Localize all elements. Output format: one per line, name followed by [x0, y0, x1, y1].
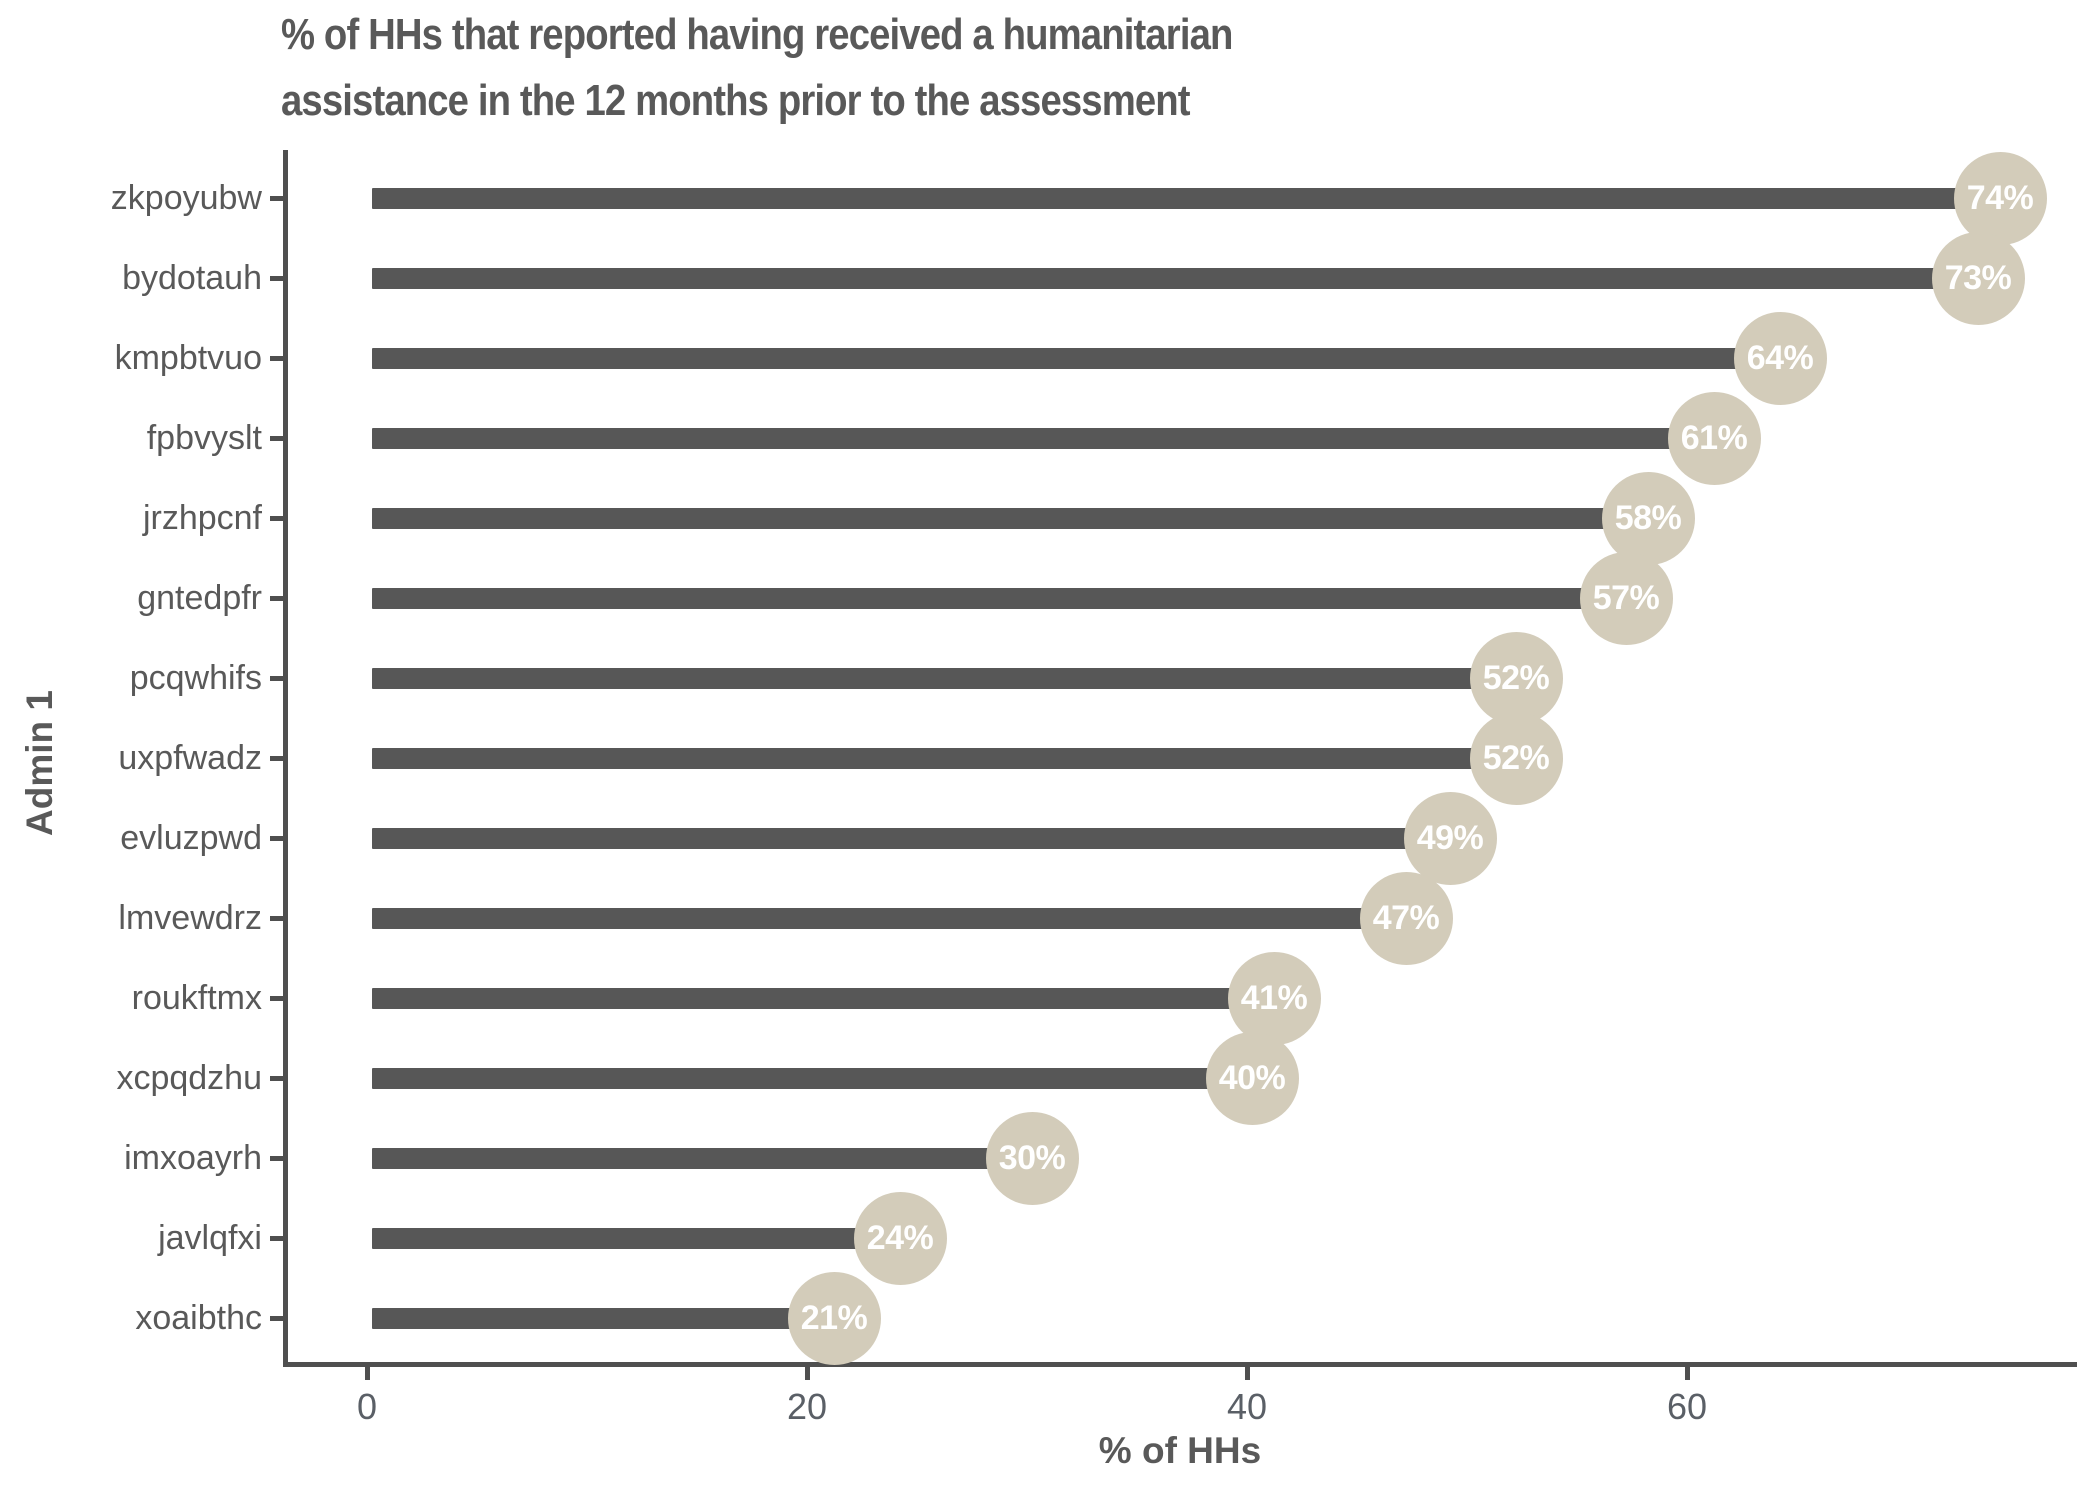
y-axis-tick	[270, 1156, 283, 1161]
x-axis-title: % of HHs	[1098, 1430, 1262, 1471]
value-bubble-label: 73%	[1944, 258, 2012, 297]
value-bubble: 21%	[787, 1271, 881, 1365]
y-axis-tick	[270, 996, 283, 1001]
plot-panel: 74% 73% 64% 61% 58% 57% 52% 52% 49% 47% 41% 40% 30% 2…	[283, 150, 2077, 1367]
category-label: xcpqdzhu	[116, 1059, 262, 1097]
y-axis-tick	[270, 356, 283, 361]
bar	[372, 747, 1516, 769]
value-bubble-label: 21%	[800, 1298, 868, 1337]
x-axis-tick-label: 20	[786, 1386, 828, 1427]
y-axis-tick	[270, 196, 283, 201]
value-bubble: 41%	[1227, 951, 1321, 1045]
value-bubble-label: 30%	[998, 1138, 1066, 1177]
bar	[372, 907, 1406, 929]
value-bubble-label: 52%	[1482, 738, 1550, 777]
x-axis-tick	[1245, 1367, 1250, 1380]
x-axis-tick-label: 60	[1666, 1386, 1708, 1427]
value-bubble: 52%	[1469, 631, 1563, 725]
y-axis-tick	[270, 436, 283, 441]
y-axis-tick	[270, 756, 283, 761]
y-axis-tick	[270, 916, 283, 921]
value-bubble: 24%	[853, 1191, 947, 1285]
bar	[372, 1307, 834, 1329]
bar	[372, 1227, 900, 1249]
value-bubble: 74%	[1953, 151, 2047, 245]
y-axis-tick	[270, 516, 283, 521]
value-bubble-label: 74%	[1966, 178, 2034, 217]
category-label: jrzhpcnf	[142, 499, 262, 537]
category-label: uxpfwadz	[118, 739, 262, 777]
y-axis-tick	[270, 1076, 283, 1081]
y-axis-tick	[270, 276, 283, 281]
category-label: imxoayrh	[124, 1139, 262, 1177]
value-bubble-label: 49%	[1416, 818, 1484, 857]
value-bubble-label: 40%	[1218, 1058, 1286, 1097]
bar	[372, 827, 1450, 849]
y-axis-tick	[270, 596, 283, 601]
bar	[372, 267, 1978, 289]
y-axis-tick	[270, 1316, 283, 1321]
y-axis-tick	[270, 836, 283, 841]
value-bubble-label: 64%	[1746, 338, 1814, 377]
bar	[372, 587, 1626, 609]
category-label: roukftmx	[131, 979, 262, 1017]
category-label: kmpbtvuo	[114, 339, 262, 377]
category-label: xoaibthc	[135, 1299, 262, 1337]
category-label: javlqfxi	[158, 1219, 262, 1257]
bar	[372, 347, 1780, 369]
category-label: evluzpwd	[120, 819, 262, 857]
value-bubble: 58%	[1601, 471, 1695, 565]
bar	[372, 1147, 1032, 1169]
category-label: fpbvyslt	[146, 419, 262, 457]
value-bubble: 64%	[1733, 311, 1827, 405]
x-axis-tick	[365, 1367, 370, 1380]
value-bubble: 30%	[985, 1111, 1079, 1205]
category-label: zkpoyubw	[110, 179, 262, 217]
x-axis-tick-label: 40	[1226, 1386, 1268, 1427]
value-bubble: 61%	[1667, 391, 1761, 485]
value-bubble-label: 41%	[1240, 978, 1308, 1017]
value-bubble-label: 61%	[1680, 418, 1748, 457]
value-bubble-label: 58%	[1614, 498, 1682, 537]
bar	[372, 187, 2000, 209]
value-bubble: 73%	[1931, 231, 2025, 325]
y-axis-tick	[270, 676, 283, 681]
value-bubble: 52%	[1469, 711, 1563, 805]
value-bubble-label: 52%	[1482, 658, 1550, 697]
bar	[372, 427, 1714, 449]
value-bubble: 49%	[1403, 791, 1497, 885]
x-axis-tick	[805, 1367, 810, 1380]
category-label: lmvewdrz	[118, 899, 262, 937]
value-bubble-label: 47%	[1372, 898, 1440, 937]
value-bubble: 57%	[1579, 551, 1673, 645]
value-bubble-label: 57%	[1592, 578, 1660, 617]
bar	[372, 667, 1516, 689]
chart-title-line-2: assistance in the 12 months prior to the…	[281, 76, 1191, 125]
bar	[372, 987, 1274, 1009]
category-label: bydotauh	[122, 259, 262, 297]
value-bubble: 47%	[1359, 871, 1453, 965]
value-bubble: 40%	[1205, 1031, 1299, 1125]
chart-title-line-1: % of HHs that reported having received a…	[281, 10, 1233, 59]
category-label: pcqwhifs	[129, 659, 262, 697]
bar	[372, 1067, 1252, 1089]
y-axis-tick	[270, 1236, 283, 1241]
bar	[372, 507, 1648, 529]
x-axis-tick	[1685, 1367, 1690, 1380]
category-label: gntedpfr	[137, 579, 262, 617]
x-axis-tick-label: 0	[356, 1386, 378, 1427]
value-bubble-label: 24%	[866, 1218, 934, 1257]
